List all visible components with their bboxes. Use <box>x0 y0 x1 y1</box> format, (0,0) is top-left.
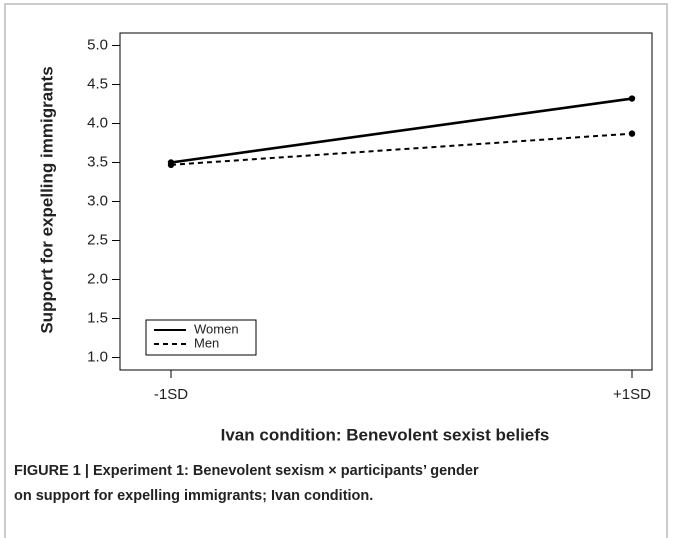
y-tick-label: 1.5 <box>87 309 108 326</box>
legend-label: Men <box>194 335 219 350</box>
point <box>167 161 175 169</box>
y-tick-label: 4.5 <box>87 75 108 92</box>
y-tick-label: 2.5 <box>87 231 108 248</box>
caption-line: FIGURE 1 | Experiment 1: Benevolent sexi… <box>14 463 479 479</box>
legend-box <box>145 319 257 356</box>
y-axis-label: Support for expelling immigrants <box>37 66 56 333</box>
y-tick-label: 1.0 <box>87 348 108 365</box>
legend-label: Women <box>194 321 239 336</box>
point <box>628 95 636 102</box>
x-tick-label: -1SD <box>154 386 188 403</box>
x-axis-label: Ivan condition: Benevolent sexist belief… <box>221 425 550 444</box>
y-tick-label: 2.0 <box>87 270 108 287</box>
y-tick-label: 5.0 <box>87 36 108 53</box>
point <box>628 130 636 137</box>
y-tick-label: 3.5 <box>87 153 108 170</box>
y-tick-label: 4.0 <box>87 114 108 131</box>
y-tick-label: 3.0 <box>87 192 108 209</box>
caption-line: on support for expelling immigrants; Iva… <box>14 488 373 504</box>
x-tick-label: +1SD <box>613 386 651 403</box>
plot-box <box>119 32 653 371</box>
figure-frame <box>4 3 668 538</box>
series-line <box>170 97 633 164</box>
series-line <box>170 132 633 166</box>
